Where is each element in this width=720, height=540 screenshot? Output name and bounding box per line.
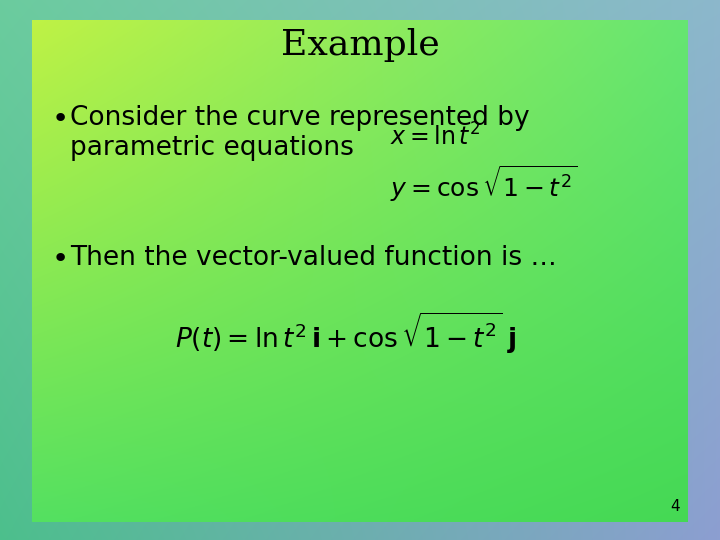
- Text: Consider the curve represented by: Consider the curve represented by: [70, 105, 530, 131]
- Text: Then the vector-valued function is …: Then the vector-valued function is …: [70, 245, 557, 271]
- Text: $x = \ln t^2$: $x = \ln t^2$: [390, 123, 481, 150]
- Text: 4: 4: [670, 499, 680, 514]
- Text: Example: Example: [281, 28, 439, 62]
- Text: $P(t) = \ln t^2\,\mathbf{i} + \cos \sqrt{1 - t^2}\;\mathbf{j}$: $P(t) = \ln t^2\,\mathbf{i} + \cos \sqrt…: [175, 310, 516, 355]
- Text: parametric equations: parametric equations: [70, 135, 354, 161]
- Text: •: •: [52, 245, 69, 273]
- Text: •: •: [52, 105, 69, 133]
- Text: $y = \cos \sqrt{1 - t^2}$: $y = \cos \sqrt{1 - t^2}$: [390, 163, 577, 204]
